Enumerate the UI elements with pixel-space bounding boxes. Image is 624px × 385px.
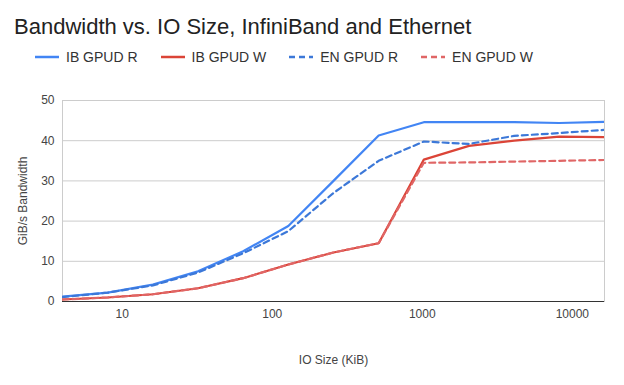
svg-text:50: 50 <box>41 93 55 107</box>
svg-text:10000: 10000 <box>556 307 590 321</box>
html-text:Bandwidth vs. IO Size, InfiniB: Bandwidth vs. IO Size, InfiniBand and Et… <box>14 14 472 39</box>
html-text:IB GPUD W: IB GPUD W <box>191 49 267 65</box>
html-text:EN GPUD R: EN GPUD R <box>320 49 398 65</box>
svg-text:20: 20 <box>41 214 55 228</box>
svg-text:100: 100 <box>262 307 282 321</box>
svg-text:40: 40 <box>41 134 55 148</box>
html-text:IB GPUD R: IB GPUD R <box>66 49 138 65</box>
svg-text:GiB/s Bandwidth: GiB/s Bandwidth <box>16 157 30 246</box>
svg-text:IO Size (KiB): IO Size (KiB) <box>299 353 368 367</box>
html-text:EN GPUD W: EN GPUD W <box>452 49 533 65</box>
svg-text:30: 30 <box>41 174 55 188</box>
svg-text:10: 10 <box>116 307 130 321</box>
svg-text:10: 10 <box>41 254 55 268</box>
svg-text:0: 0 <box>48 294 55 308</box>
svg-text:1000: 1000 <box>409 307 436 321</box>
